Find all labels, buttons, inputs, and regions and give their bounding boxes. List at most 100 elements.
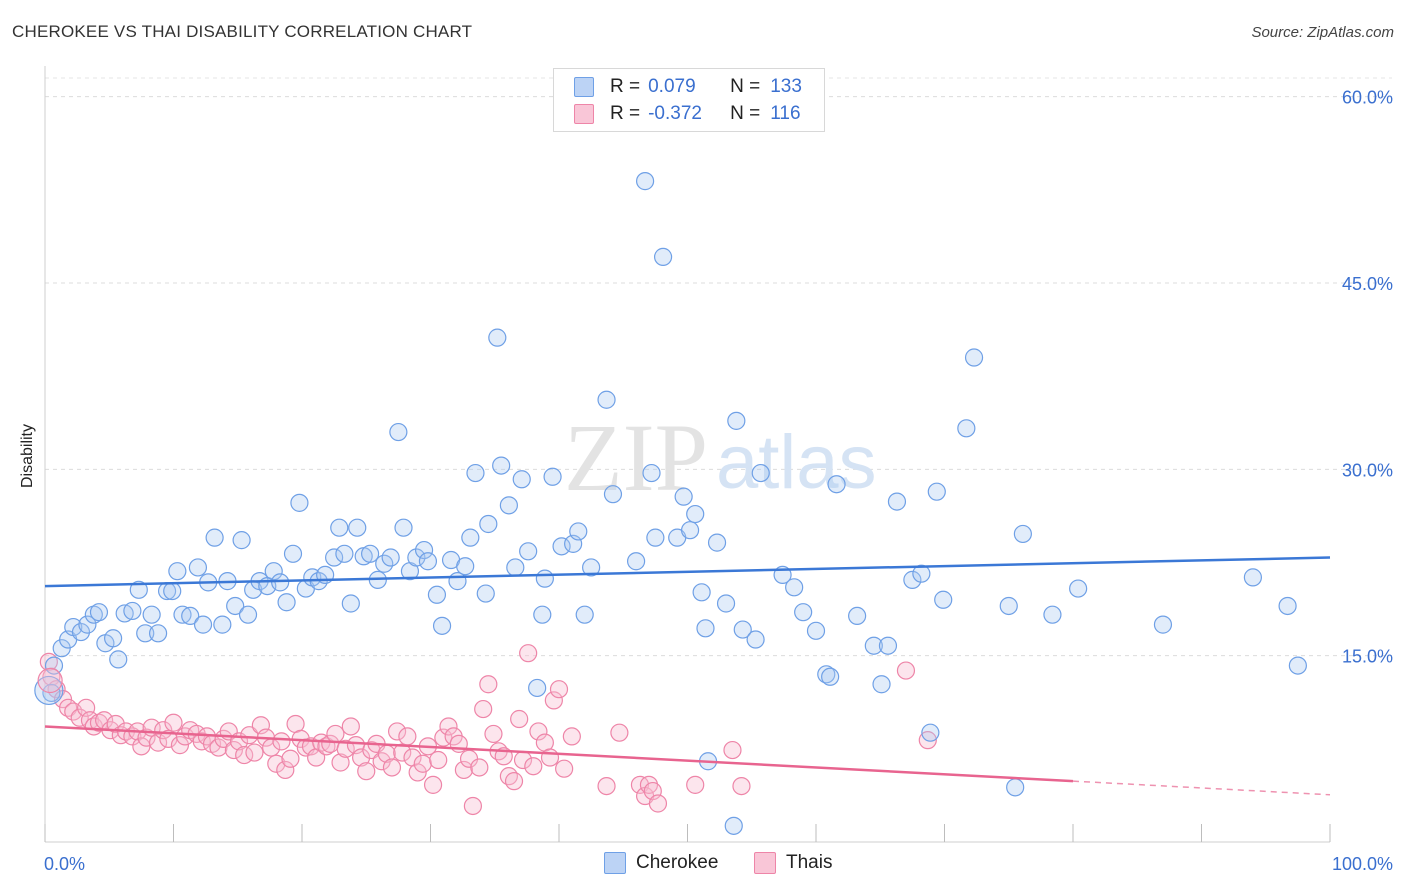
cherokee-point [999, 596, 1018, 616]
cherokee-point [642, 463, 661, 483]
thais-point [610, 723, 629, 742]
cherokee-point [543, 467, 562, 486]
trend-lines [44, 556, 1331, 796]
thais-point [454, 760, 474, 780]
cherokee-point [476, 584, 495, 603]
gridlines [45, 77, 1392, 657]
cherokee-point [528, 678, 547, 698]
cherokee-point [238, 605, 258, 624]
cherokee-point [205, 528, 224, 547]
thais-point [474, 699, 493, 719]
cherokee-point [1278, 596, 1297, 616]
cherokee-point [827, 475, 846, 494]
cherokee-point [129, 580, 148, 599]
cherokee-point [535, 569, 554, 588]
thais-point [245, 743, 264, 762]
cherokee-point [878, 636, 898, 655]
cherokee-point [277, 593, 296, 612]
cherokee-point [751, 463, 770, 483]
legend-swatch-thais [574, 104, 594, 124]
cherokee-point [582, 558, 601, 577]
legend-r-label: R = [610, 103, 641, 124]
cherokee-point [456, 557, 475, 576]
thais-point [331, 753, 350, 772]
cherokee-point [646, 528, 665, 547]
cherokee-point [418, 552, 438, 571]
thais-point [272, 732, 291, 751]
thais-point [276, 760, 295, 780]
thais-point [357, 762, 376, 781]
legend-label-cherokee: Cherokee [636, 852, 719, 873]
thais-point [484, 724, 503, 744]
cherokee-point [213, 615, 232, 634]
cherokee-point [448, 572, 467, 591]
cherokee-point [806, 621, 826, 640]
cherokee-point [341, 594, 360, 613]
cherokee-point [142, 605, 161, 624]
chart-source: Source: ZipAtlas.com [1251, 24, 1394, 41]
legend-row-cherokee: R = 0.079 N = 133 [574, 75, 802, 99]
y-tick-label: 45.0% [1342, 274, 1393, 294]
cherokee-point [569, 522, 588, 541]
cherokee-point [232, 531, 251, 550]
cherokee-point [407, 548, 426, 567]
cherokee-point [934, 590, 953, 609]
cherokee-point [597, 390, 616, 409]
thais-point [382, 758, 402, 777]
thais-point [341, 717, 360, 736]
watermark-zip: ZIP [564, 404, 708, 511]
thais-point [470, 758, 489, 777]
axes [44, 66, 1331, 843]
cherokee-point [1153, 615, 1173, 634]
cherokee-point [389, 422, 408, 442]
thais-point [326, 724, 345, 744]
cherokee-point [724, 816, 743, 835]
tick-labels: 15.0% 30.0% 45.0% 60.0% 0.0% 100.0% [44, 88, 1393, 874]
cherokee-point [653, 247, 673, 266]
cherokee-point [519, 542, 538, 561]
legend-item-cherokee[interactable]: Cherokee [604, 852, 718, 874]
thais-point [648, 794, 668, 813]
cherokee-point [1006, 778, 1025, 797]
cherokee-point [148, 624, 168, 643]
legend-n-value: 116 [770, 103, 801, 124]
thais-point [164, 713, 183, 732]
thais-point [504, 772, 524, 791]
cherokee-point [427, 585, 447, 604]
cherokee-point [707, 533, 727, 552]
cherokee-point [964, 348, 984, 367]
thais-point [209, 738, 228, 757]
thais-point [723, 740, 742, 760]
cherokee-point [432, 616, 452, 635]
cherokee-point [1043, 605, 1062, 624]
legend-n-label: N = [730, 76, 761, 97]
cherokee-point [335, 544, 354, 563]
cherokee-point [89, 603, 109, 622]
cherokee-point [271, 573, 290, 592]
thais-point [37, 667, 63, 694]
legend-item-thais[interactable]: Thais [754, 852, 832, 874]
cherokee-point [1288, 656, 1307, 675]
cherokee-point [394, 518, 413, 537]
cherokee-point [173, 605, 192, 624]
cherokee-point [821, 667, 840, 686]
thais-point [413, 754, 432, 773]
thais-point [106, 714, 125, 734]
cherokee-point [499, 496, 518, 515]
legend-r-value: 0.079 [648, 76, 696, 97]
legend-n-label: N = [730, 103, 761, 124]
cherokee-point [78, 615, 97, 634]
cherokee-point [696, 619, 715, 638]
cherokee-point [903, 570, 922, 589]
cherokee-point [533, 605, 552, 624]
cherokee-point [123, 601, 142, 621]
cherokee-point [283, 544, 303, 563]
data-points [34, 172, 1307, 835]
cherokee-point [512, 470, 531, 489]
thais-point [398, 727, 417, 746]
cherokee-point [635, 172, 655, 191]
cherokee-point [109, 650, 128, 669]
cherokee-point [226, 596, 245, 616]
thais-trend-line [44, 725, 1074, 783]
